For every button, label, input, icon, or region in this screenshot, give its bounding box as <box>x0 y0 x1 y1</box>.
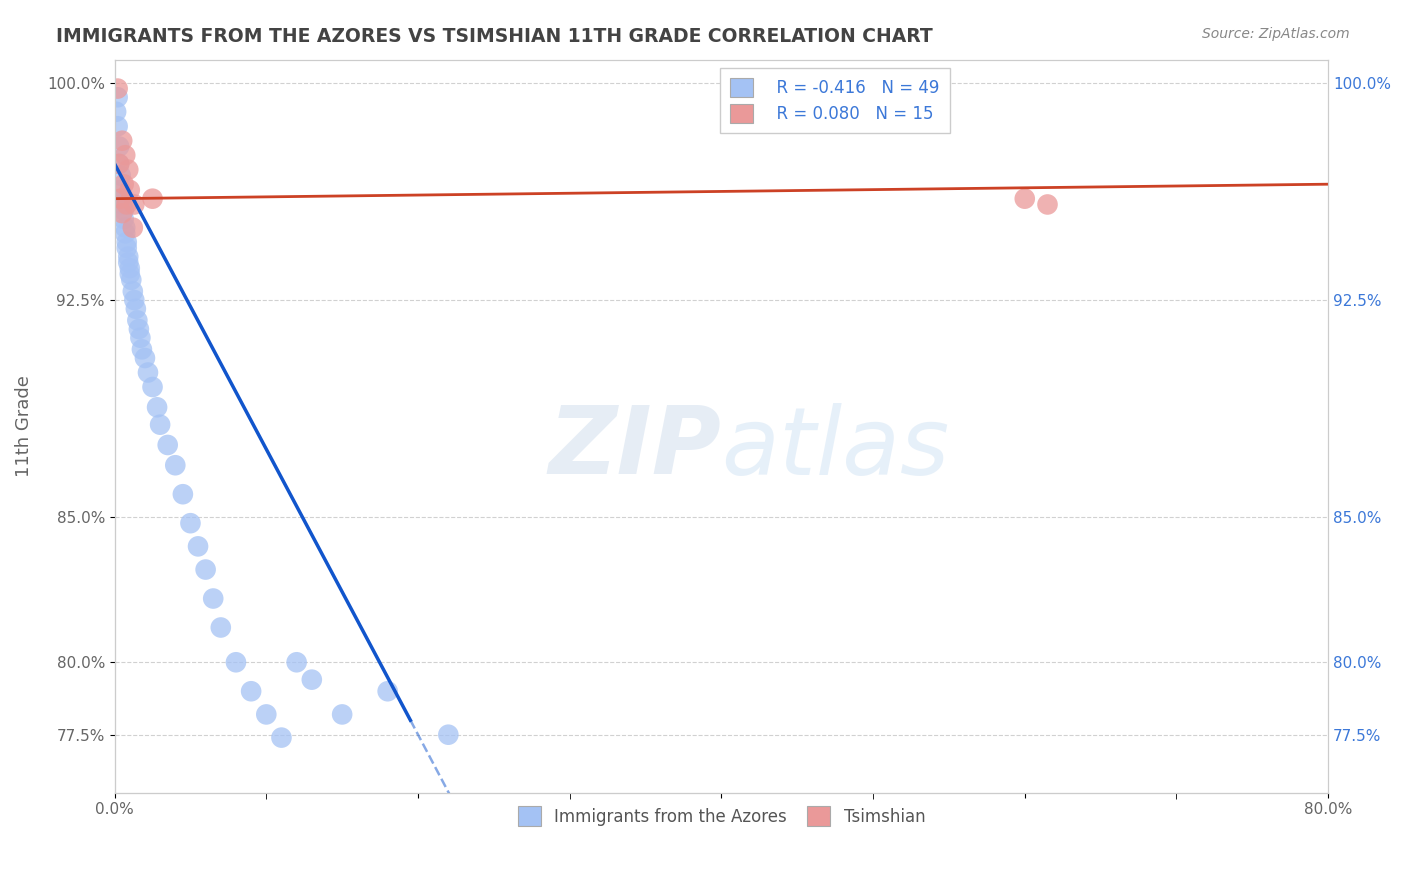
Point <box>110 183 132 197</box>
Point <box>377 684 399 698</box>
Point <box>124 197 146 211</box>
Point <box>1036 197 1059 211</box>
Point <box>194 563 217 577</box>
Point <box>172 487 194 501</box>
Text: IMMIGRANTS FROM THE AZORES VS TSIMSHIAN 11TH GRADE CORRELATION CHART: IMMIGRANTS FROM THE AZORES VS TSIMSHIAN … <box>56 27 934 45</box>
Point <box>121 285 143 299</box>
Point <box>111 134 134 148</box>
Point <box>114 227 136 241</box>
Point <box>202 591 225 606</box>
Point <box>112 177 135 191</box>
Point <box>107 90 129 104</box>
Point <box>108 157 131 171</box>
Point <box>124 293 146 307</box>
Point <box>117 255 139 269</box>
Point <box>156 438 179 452</box>
Point <box>240 684 263 698</box>
Point <box>437 728 460 742</box>
Legend: Immigrants from the Azores, Tsimshian: Immigrants from the Azores, Tsimshian <box>508 797 935 836</box>
Point <box>117 250 139 264</box>
Point <box>127 313 149 327</box>
Point <box>330 707 353 722</box>
Point <box>165 458 187 473</box>
Point <box>179 516 201 531</box>
Point <box>141 192 163 206</box>
Point <box>111 197 134 211</box>
Point <box>129 331 152 345</box>
Point <box>128 322 150 336</box>
Point <box>115 197 138 211</box>
Point <box>115 235 138 249</box>
Point <box>115 241 138 255</box>
Text: Source: ZipAtlas.com: Source: ZipAtlas.com <box>1202 27 1350 41</box>
Y-axis label: 11th Grade: 11th Grade <box>15 376 32 477</box>
Point <box>301 673 323 687</box>
Point <box>187 540 209 554</box>
Point <box>121 220 143 235</box>
Point <box>114 220 136 235</box>
Point <box>118 267 141 281</box>
Point <box>270 731 292 745</box>
Point <box>1014 192 1036 206</box>
Point <box>112 211 135 226</box>
Point <box>134 351 156 365</box>
Point <box>120 273 142 287</box>
Point <box>118 183 141 197</box>
Text: ZIP: ZIP <box>548 402 721 494</box>
Point <box>117 162 139 177</box>
Point <box>141 380 163 394</box>
Point <box>131 343 153 357</box>
Point <box>107 120 129 134</box>
Point <box>108 157 131 171</box>
Point <box>111 206 134 220</box>
Point <box>110 169 132 183</box>
Point <box>209 620 232 634</box>
Point <box>107 81 129 95</box>
Point <box>254 707 277 722</box>
Point <box>285 655 308 669</box>
Point <box>112 203 135 218</box>
Point <box>105 104 128 119</box>
Point <box>146 401 169 415</box>
Point <box>136 366 159 380</box>
Point <box>111 192 134 206</box>
Point <box>114 148 136 162</box>
Point <box>225 655 247 669</box>
Point <box>110 192 132 206</box>
Text: atlas: atlas <box>721 402 949 493</box>
Point <box>149 417 172 432</box>
Point <box>125 301 148 316</box>
Point <box>108 139 131 153</box>
Point <box>118 261 141 276</box>
